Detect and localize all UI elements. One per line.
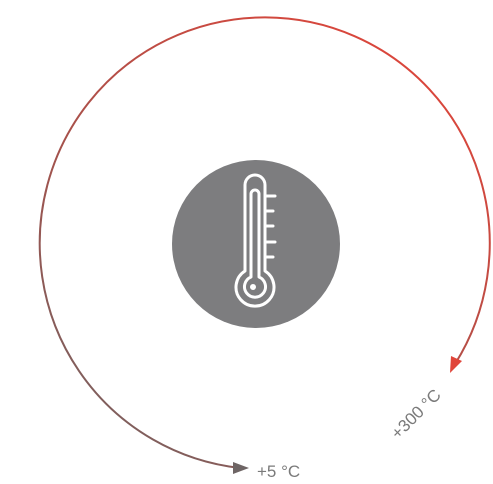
range-arc <box>38 16 491 469</box>
max-arrow-icon <box>450 356 462 373</box>
min-arrow-icon <box>233 462 249 474</box>
thermometer-icon <box>234 173 277 308</box>
min-temperature-label: +5 °C <box>257 462 300 481</box>
thermometer-bulb-dot <box>250 284 256 290</box>
thermometer-badge <box>172 160 340 328</box>
max-temperature-label: +300 °C <box>387 385 444 442</box>
